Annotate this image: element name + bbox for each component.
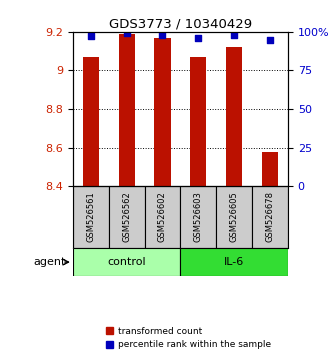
Bar: [262, 152, 278, 186]
Text: GSM526605: GSM526605: [230, 191, 239, 242]
Bar: [118, 34, 135, 186]
Bar: [73, 186, 109, 248]
Bar: [154, 38, 170, 186]
Text: GSM526602: GSM526602: [158, 191, 167, 242]
Bar: [190, 57, 207, 186]
Bar: [73, 248, 180, 276]
Text: GSM526603: GSM526603: [194, 191, 203, 242]
Legend: transformed count, percentile rank within the sample: transformed count, percentile rank withi…: [106, 327, 271, 349]
Bar: [145, 186, 180, 248]
Bar: [109, 186, 145, 248]
Bar: [252, 186, 288, 248]
Text: GSM526562: GSM526562: [122, 191, 131, 242]
Point: [88, 34, 93, 39]
Text: GSM526678: GSM526678: [265, 191, 274, 242]
Point: [160, 32, 165, 38]
Point: [196, 35, 201, 41]
Point: [124, 30, 129, 36]
Text: control: control: [107, 257, 146, 267]
Text: agent: agent: [34, 257, 66, 267]
Point: [267, 37, 273, 42]
Text: GSM526561: GSM526561: [86, 191, 95, 242]
Bar: [83, 57, 99, 186]
Text: IL-6: IL-6: [224, 257, 244, 267]
Title: GDS3773 / 10340429: GDS3773 / 10340429: [109, 18, 252, 31]
Point: [231, 32, 237, 38]
Bar: [180, 248, 288, 276]
Bar: [226, 47, 242, 186]
Bar: [180, 186, 216, 248]
Bar: [216, 186, 252, 248]
